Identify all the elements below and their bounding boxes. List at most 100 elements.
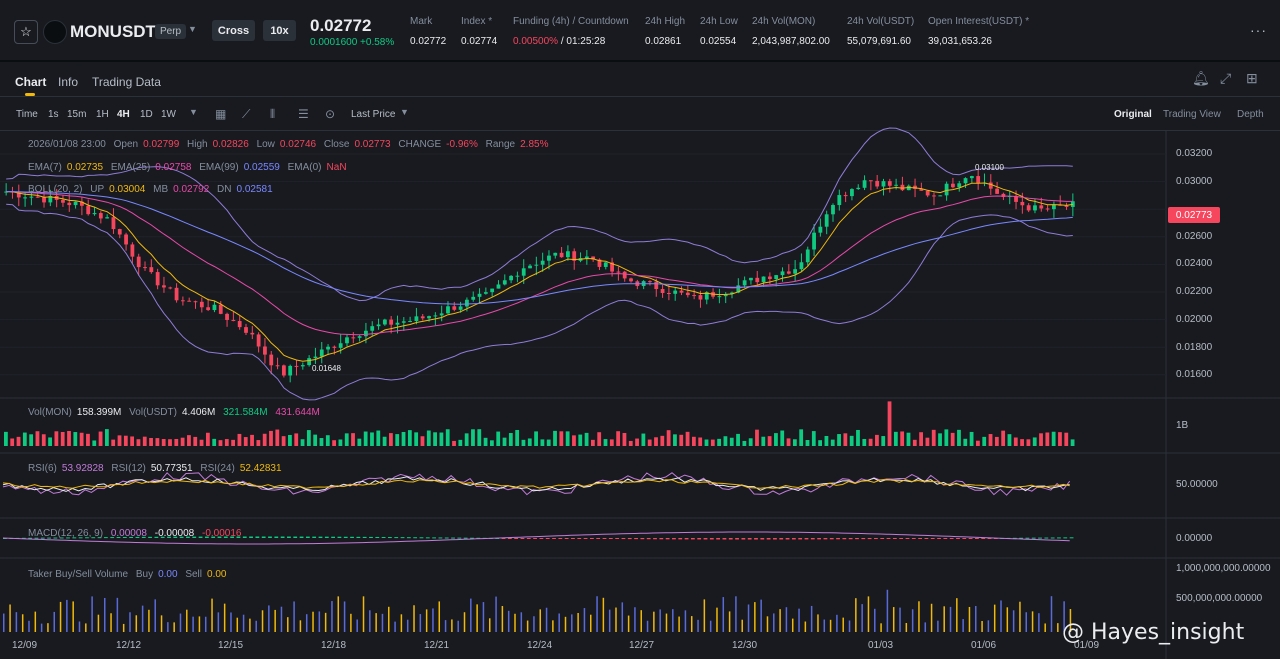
taker-bar (432, 608, 434, 632)
volume-legend: Vol(MON) 158.399M Vol(USDT) 4.406M 321.584… (28, 407, 325, 418)
interval-1s[interactable]: 1s (48, 109, 59, 120)
favorite-star-icon[interactable]: ☆ (14, 20, 38, 44)
candle-body (976, 176, 981, 184)
price-type-select[interactable]: Last Price (351, 109, 396, 120)
taker-bar (791, 618, 794, 632)
view-depth[interactable]: Depth (1237, 109, 1264, 120)
interval-15m[interactable]: 15m (67, 109, 87, 120)
change-value: -0.96% (446, 139, 478, 150)
interval-dropdown-icon[interactable]: ▼ (189, 107, 198, 117)
macd-bar (798, 538, 803, 540)
taker-axis-label: 1,000,000,000.00000 (1176, 563, 1271, 574)
taker-bar (34, 611, 37, 632)
settings-sliders-icon[interactable]: ☰ (298, 107, 309, 121)
candle-body (1064, 205, 1069, 207)
price-axis-label: 0.03000 (1176, 176, 1213, 187)
ema7-label: EMA(7) (28, 162, 62, 173)
indicator-icon[interactable]: ⟋ (242, 107, 251, 121)
tab-info[interactable]: Info (58, 75, 79, 89)
volume-bar (275, 429, 280, 446)
macd-bar (268, 536, 272, 538)
coin-logo-icon (43, 20, 67, 44)
time-label[interactable]: Time (16, 109, 38, 120)
taker-bar (653, 611, 655, 632)
layout-icon[interactable]: ⊞ (1246, 70, 1258, 86)
rsi-legend: RSI(6) 53.92828 RSI(12) 50.77351 RSI(24) 52… (28, 463, 287, 474)
margin-mode-button[interactable]: Cross (212, 20, 255, 41)
macd-bar (583, 538, 588, 539)
macd-bar (122, 536, 127, 538)
calendar-icon[interactable]: ▦ (215, 107, 227, 121)
taker-sell-label: Sell (185, 569, 203, 580)
interval-1h[interactable]: 1H (96, 109, 109, 120)
interval-1d[interactable]: 1D (140, 109, 153, 120)
taker-bar (1044, 623, 1046, 632)
macd-bar (217, 536, 222, 538)
volume-bar (868, 438, 873, 446)
info-icon[interactable]: * (1025, 16, 1030, 27)
tab-trading-data[interactable]: Trading Data (92, 75, 161, 89)
volume-bar (1045, 432, 1050, 446)
volume-bar (205, 432, 210, 446)
taker-bar (59, 601, 62, 632)
candle-body (155, 272, 160, 286)
taker-bar (154, 599, 156, 632)
candle-body (749, 277, 753, 281)
taker-bar (318, 611, 321, 632)
volume-bar (641, 433, 646, 446)
taker-bar (697, 619, 699, 632)
taker-bar (615, 607, 617, 632)
candle-body (80, 201, 84, 206)
info-icon[interactable]: * (488, 16, 493, 27)
macd-bar (129, 536, 134, 538)
fullscreen-icon[interactable]: ⤢ (1220, 70, 1232, 86)
macd-bar (236, 536, 241, 538)
volume-bar (54, 431, 59, 446)
taker-bar (122, 623, 125, 632)
taker-bar (40, 623, 43, 632)
volume-bar (900, 431, 905, 446)
tab-chart[interactable]: Chart (15, 75, 47, 89)
stat-label: 24h High (645, 16, 686, 27)
more-icon[interactable]: ··· (1250, 22, 1267, 38)
last-price: 0.02772 (310, 16, 372, 35)
volume-bar (319, 438, 324, 446)
interval-1w[interactable]: 1W (161, 109, 176, 120)
taker-bar (684, 610, 687, 632)
view-trading-view[interactable]: Trading View (1163, 109, 1221, 120)
macd-bar (640, 538, 645, 540)
taker-bar (779, 609, 781, 632)
macd-bar (987, 538, 992, 539)
candle-body (206, 307, 211, 311)
leverage-button[interactable]: 10x (263, 20, 296, 41)
taker-bar (526, 620, 529, 632)
price-type-dropdown-icon[interactable]: ▼ (400, 107, 409, 117)
volume-bar (60, 431, 65, 446)
candle-body (149, 267, 154, 273)
drawing-icon[interactable]: ⊙ (325, 107, 336, 121)
macd-bar (621, 538, 626, 540)
volume-bar (710, 439, 715, 446)
macd-bar (558, 538, 563, 539)
date-label: 12/21 (424, 640, 450, 651)
symbol-name[interactable]: MONUSDT (70, 22, 156, 41)
candle-body (168, 287, 173, 289)
boll-up-value: 0.03004 (109, 184, 146, 195)
view-original[interactable]: Original (1114, 109, 1152, 120)
alert-bell-icon[interactable]: 🔔︎ (1192, 70, 1210, 86)
volume-bar (439, 432, 444, 446)
symbol-dropdown-icon[interactable]: ▼ (188, 24, 197, 34)
rsi24-value: 52.42831 (239, 463, 282, 474)
volume-bar (818, 440, 823, 446)
last-price-tag: 0.02773 (1168, 207, 1220, 223)
candle-body (389, 319, 394, 325)
candle-body (490, 288, 495, 293)
volume-bar (849, 435, 854, 446)
candle-body (761, 276, 766, 283)
volume-bar (256, 440, 261, 446)
volume-bar (679, 434, 684, 446)
candle-type-icon[interactable]: ⫴ (270, 107, 276, 121)
interval-4h[interactable]: 4H (117, 109, 130, 120)
volume-bar (332, 440, 336, 446)
